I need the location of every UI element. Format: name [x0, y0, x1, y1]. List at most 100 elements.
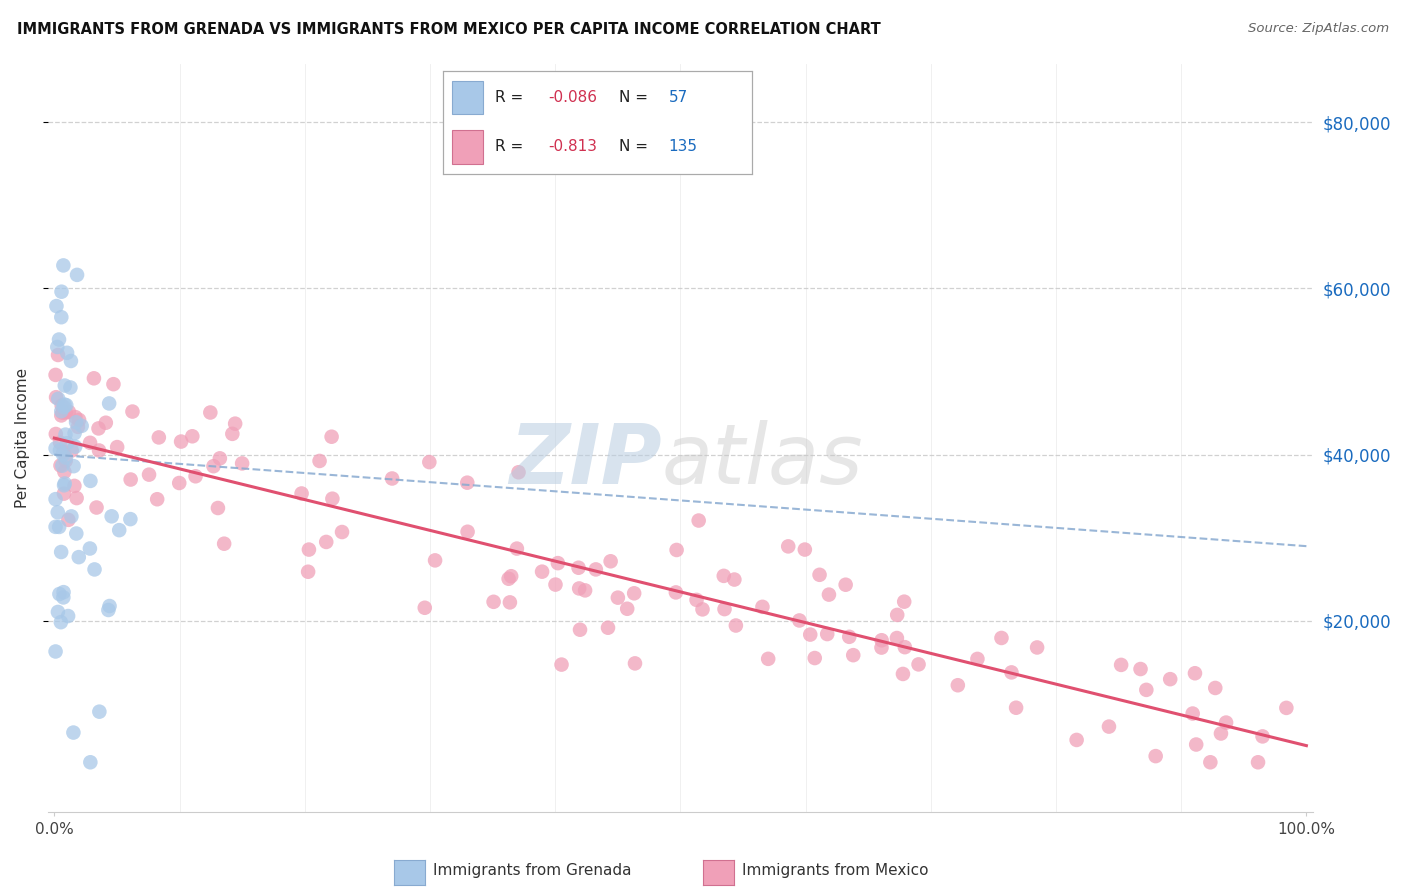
Point: [94, 416, 117, 430]
Point: [48, 333, 70, 347]
Point: [574, 583, 596, 598]
Point: [83, 371, 105, 385]
Y-axis label: Per Capita Income: Per Capita Income: [15, 368, 30, 508]
Point: [891, 667, 914, 681]
Point: [55, 427, 77, 442]
Point: [321, 491, 343, 506]
Point: [599, 554, 621, 568]
Point: [723, 573, 745, 587]
Point: [665, 543, 688, 558]
Text: R =: R =: [495, 90, 529, 105]
Text: Source: ZipAtlas.com: Source: ZipAtlas.com: [1249, 22, 1389, 36]
Point: [870, 640, 893, 655]
Point: [66, 268, 89, 282]
Point: [181, 429, 204, 443]
Point: [688, 514, 710, 528]
Point: [1215, 715, 1237, 730]
Point: [482, 595, 505, 609]
Text: R =: R =: [495, 139, 529, 154]
FancyBboxPatch shape: [453, 130, 484, 163]
Point: [1251, 730, 1274, 744]
Point: [87, 421, 110, 435]
Point: [751, 599, 773, 614]
Point: [65, 415, 87, 429]
Point: [97, 603, 120, 617]
Point: [63, 440, 86, 454]
Text: N =: N =: [619, 139, 652, 154]
Text: 57: 57: [669, 90, 688, 105]
Point: [803, 651, 825, 665]
Point: [221, 426, 243, 441]
Point: [167, 475, 190, 490]
Point: [569, 623, 592, 637]
Point: [49, 615, 72, 630]
Point: [52, 259, 75, 273]
Point: [1185, 738, 1208, 752]
Point: [886, 607, 908, 622]
Point: [59, 380, 82, 394]
Point: [86, 500, 108, 515]
Point: [1199, 756, 1222, 770]
Point: [56, 436, 79, 450]
Point: [45, 520, 67, 534]
Point: [59, 354, 82, 368]
Point: [1209, 726, 1232, 740]
Point: [51, 458, 73, 473]
Point: [1144, 749, 1167, 764]
Point: [423, 553, 446, 567]
Point: [1181, 706, 1204, 721]
Point: [623, 586, 645, 600]
Text: Immigrants from Grenada: Immigrants from Grenada: [433, 863, 631, 878]
Point: [1204, 681, 1226, 695]
Point: [297, 565, 319, 579]
Point: [713, 602, 735, 616]
Point: [624, 657, 647, 671]
Point: [231, 457, 253, 471]
Point: [79, 541, 101, 556]
Point: [52, 400, 75, 414]
Point: [291, 486, 314, 500]
Point: [1275, 701, 1298, 715]
Point: [793, 542, 815, 557]
Point: [568, 582, 591, 596]
Point: [65, 410, 87, 425]
Point: [146, 492, 169, 507]
Point: [45, 390, 67, 404]
Point: [208, 451, 231, 466]
Point: [200, 405, 222, 419]
Point: [56, 609, 79, 624]
Point: [65, 491, 87, 505]
Point: [498, 572, 520, 586]
Point: [818, 588, 841, 602]
Point: [52, 585, 75, 599]
Point: [45, 644, 67, 658]
Point: [907, 657, 929, 672]
Point: [692, 602, 714, 616]
Point: [315, 535, 337, 549]
Point: [48, 587, 70, 601]
Point: [946, 678, 969, 692]
Point: [45, 427, 67, 442]
Point: [65, 526, 87, 541]
Point: [808, 567, 831, 582]
Point: [51, 404, 73, 418]
Point: [52, 406, 75, 420]
Point: [120, 473, 142, 487]
Point: [567, 560, 589, 574]
Point: [53, 476, 76, 491]
Point: [413, 600, 436, 615]
Point: [63, 426, 86, 441]
Point: [55, 450, 77, 465]
Point: [55, 405, 77, 419]
Point: [224, 417, 246, 431]
Point: [60, 443, 83, 458]
Point: [45, 442, 67, 456]
Point: [49, 545, 72, 559]
Point: [834, 578, 856, 592]
Text: -0.086: -0.086: [548, 90, 598, 105]
Point: [52, 591, 75, 605]
Point: [1000, 665, 1022, 680]
Point: [815, 627, 838, 641]
Point: [508, 465, 530, 479]
Point: [46, 340, 69, 354]
